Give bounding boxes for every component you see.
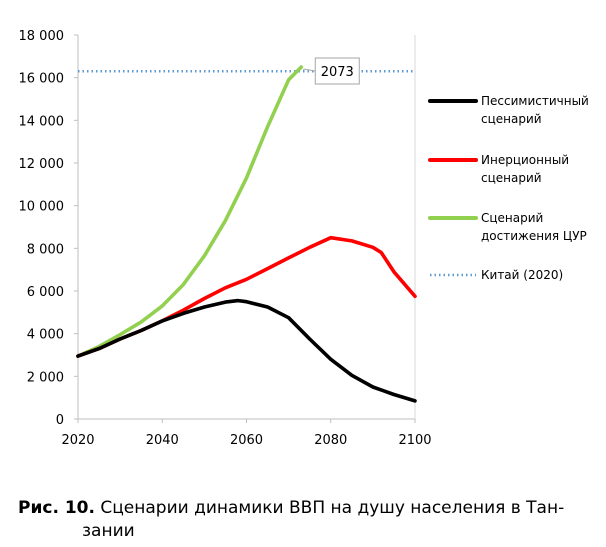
- x-tick-label: 2080: [314, 433, 347, 448]
- figure-caption: Рис. 10. Сценарии динамики ВВП на душу н…: [18, 497, 598, 543]
- y-tick-label: 12 000: [19, 157, 65, 172]
- series-china-2020-legend-label: Китай (2020): [481, 268, 563, 282]
- annotation-layer: 2073: [303, 57, 360, 85]
- series-sdg-line: [76, 65, 304, 358]
- x-tick-label: 2100: [398, 433, 431, 448]
- series-pessimistic-legend-label: сценарий: [481, 112, 542, 126]
- y-tick-label: 16 000: [19, 72, 65, 87]
- y-tick-label: 14 000: [19, 114, 65, 129]
- callout-box: [314, 57, 360, 85]
- caption-text-line1: Сценарии динамики ВВП на душу населения …: [94, 498, 565, 518]
- callout-label: 2073: [321, 65, 354, 80]
- y-tick-label: 6 000: [27, 285, 64, 300]
- callout-leader: [303, 68, 316, 72]
- series-inertial-legend-label: Инерционный: [481, 153, 569, 167]
- series-sdg-legend-label: Сценарий: [481, 211, 543, 225]
- gdp-per-capita-chart: 0 2 000 4 000 6 000 8 000 10 000 12 000 14 000 1…: [19, 29, 589, 448]
- y-tick-label: 0: [56, 413, 64, 428]
- series-layer: [76, 65, 417, 403]
- series-inertial-line: [76, 235, 417, 358]
- legend: Пессимистичный сценарий Инерционный сценари…: [428, 94, 589, 282]
- series-pessimistic-line: [76, 298, 417, 403]
- x-tick-label: 2020: [61, 433, 94, 448]
- axes-layer: 0 2 000 4 000 6 000 8 000 10 000 12 000 14 000 1…: [19, 29, 432, 448]
- series-sdg-legend-label: достижения ЦУР: [481, 229, 587, 243]
- series-pessimistic-legend-label: Пессимистичный: [481, 94, 589, 108]
- y-tick-label: 2 000: [27, 370, 64, 385]
- y-tick-label: 10 000: [19, 200, 65, 215]
- x-tick-label: 2060: [230, 433, 263, 448]
- y-tick-label: 18 000: [19, 29, 65, 44]
- x-tick-label: 2040: [146, 433, 179, 448]
- caption-label: Рис. 10.: [18, 498, 95, 518]
- y-tick-label: 4 000: [27, 328, 64, 343]
- series-inertial-legend-label: сценарий: [481, 171, 542, 185]
- caption-text-line2: зании: [82, 521, 135, 541]
- y-tick-label: 8 000: [27, 242, 64, 257]
